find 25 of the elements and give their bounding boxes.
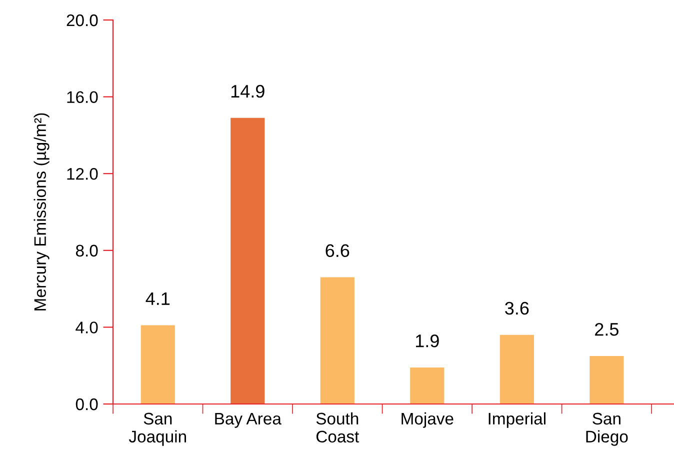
bar — [230, 118, 265, 404]
y-axis-title: Mercury Emissions (µg/m²) — [34, 113, 50, 310]
bar — [320, 277, 354, 404]
data-label: 4.1 — [146, 292, 170, 305]
bar — [590, 356, 624, 404]
data-label: 6.6 — [326, 244, 350, 258]
x-tick-label: Bay Area — [215, 412, 282, 428]
data-label: 2.5 — [595, 322, 618, 336]
bar — [140, 325, 175, 404]
x-tick-label: San Diego — [586, 412, 628, 446]
bar — [500, 334, 534, 404]
bar — [410, 368, 444, 404]
y-tick-label: 8.0 — [76, 244, 98, 257]
data-label: 14.9 — [231, 84, 264, 98]
y-tick-label: 12.0 — [67, 168, 98, 180]
y-tick-label: 4.0 — [76, 322, 98, 334]
data-label: 1.9 — [416, 334, 439, 348]
x-tick-label: San Joaquin — [128, 412, 186, 446]
x-tick-label: South Coast — [316, 412, 360, 443]
data-label: 3.6 — [505, 302, 529, 315]
x-tick-label: Imperial — [488, 412, 546, 428]
y-tick-label: 16.0 — [67, 91, 98, 104]
y-tick-label: 0.0 — [76, 398, 98, 410]
y-tick-label: 20.0 — [66, 14, 98, 26]
x-tick-label: Mojave — [402, 412, 454, 428]
